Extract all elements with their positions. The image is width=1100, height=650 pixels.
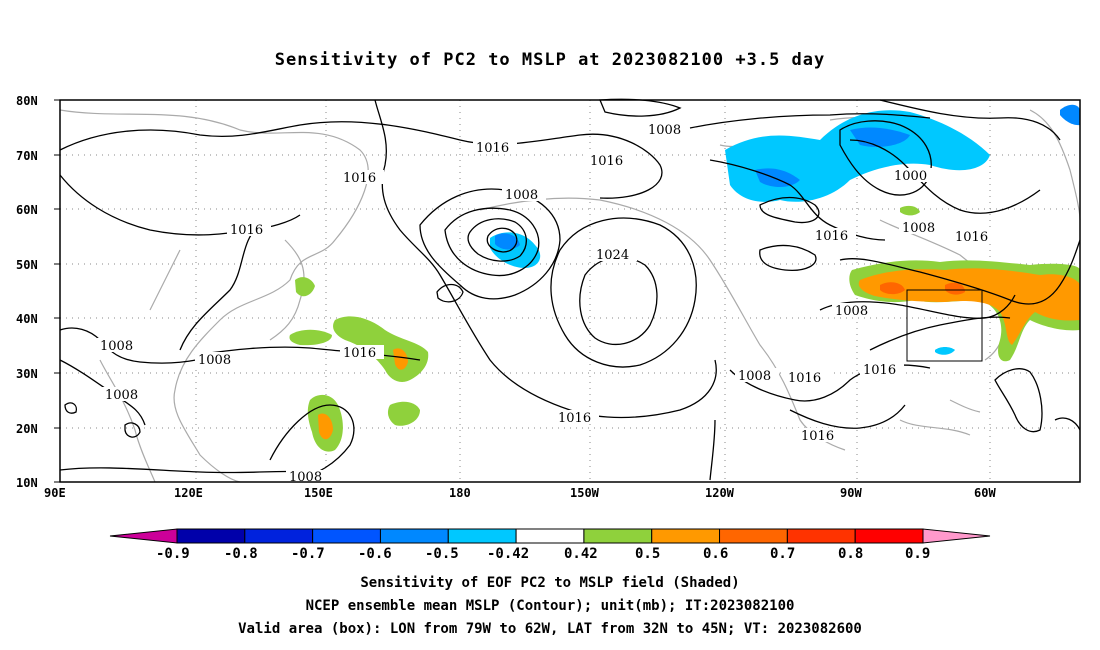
colorbar-segment (312, 528, 381, 544)
valid-area-box (906, 289, 983, 362)
caption-line-2: NCEP ensemble mean MSLP (Contour); unit(… (305, 598, 795, 614)
lat-label: 30N (16, 367, 38, 381)
colorbar-label: -0.5 (425, 546, 459, 562)
lon-label: 120W (705, 486, 735, 500)
lat-label: 80N (16, 94, 38, 108)
axis-ticks (54, 99, 60, 483)
colorbar (109, 528, 991, 544)
lat-label: 60N (16, 203, 38, 217)
contour-label: 1008 (198, 353, 231, 368)
contour-label: 1008 (738, 369, 771, 384)
colorbar-label: 0.6 (703, 546, 728, 562)
lat-label: 70N (16, 149, 38, 163)
colorbar-low-arrow (109, 528, 178, 544)
lon-label: 150W (570, 486, 600, 500)
colorbar-segment (176, 528, 246, 544)
colorbar-segment (854, 528, 924, 544)
contour-label: 1016 (590, 154, 623, 169)
shade-negative-arctic-east (1060, 104, 1080, 126)
lon-label: 90E (44, 486, 66, 500)
caption-line-1: Sensitivity of EOF PC2 to MSLP field (Sh… (360, 575, 740, 591)
colorbar-labels: -0.9 -0.8 -0.7 -0.6 -0.5 -0.42 0.42 0.5 … (156, 546, 930, 562)
shade-positive-pacific-2 (289, 329, 332, 346)
lat-label: 50N (16, 258, 38, 272)
contour-label: 1008 (100, 339, 133, 354)
colorbar-label: 0.42 (564, 546, 598, 562)
colorbar-label: -0.7 (291, 546, 325, 562)
colorbar-label: -0.42 (487, 546, 529, 562)
longitude-labels: 90E 120E 150E 180 150W 120W 90W 60W (44, 486, 996, 500)
contour-label: 1000 (894, 169, 927, 184)
shade-positive-arctic-small (900, 205, 920, 216)
contour-label: 1008 (835, 304, 868, 319)
lon-label: 150E (304, 486, 333, 500)
contour-label: 1016 (815, 229, 848, 244)
colorbar-label: -0.9 (156, 546, 190, 562)
contour-label: 1016 (863, 363, 896, 378)
lon-label: 90W (840, 486, 862, 500)
lon-label: 60W (974, 486, 996, 500)
contour-label: 1008 (105, 388, 138, 403)
latitude-labels: 80N 70N 60N 50N 40N 30N 20N 10N (16, 94, 38, 490)
shade-positive-pacific-3 (295, 277, 315, 297)
shade-positive-pacific-5 (387, 401, 420, 426)
contour-label: 1008 (902, 221, 935, 236)
shade-negative-arctic-core (755, 168, 800, 187)
colorbar-label: 0.9 (905, 546, 930, 562)
colorbar-segment (786, 528, 856, 544)
contour-label: 1016 (955, 230, 988, 245)
contour-label: 1016 (558, 411, 591, 426)
colorbar-segment (244, 528, 314, 544)
contour-labels: 1016 1016 1016 1016 1008 1024 1016 1008 … (97, 122, 996, 485)
caption-line-3: Valid area (box): LON from 79W to 62W, L… (238, 621, 862, 637)
contour-label: 1008 (648, 123, 681, 138)
map-border (59, 99, 1081, 483)
contour-label: 1024 (596, 248, 629, 263)
shade-negative-atlantic (935, 347, 955, 355)
colorbar-segment (583, 528, 653, 544)
colorbar-label: 0.7 (770, 546, 795, 562)
colorbar-segment (379, 528, 449, 544)
lat-label: 40N (16, 312, 38, 326)
colorbar-segment (447, 528, 517, 544)
contour-label: 1008 (505, 188, 538, 203)
colorbar-high-arrow (922, 528, 991, 544)
contour-label: 1016 (476, 141, 509, 156)
shade-negative-pacific-core (495, 233, 520, 250)
lat-label: 20N (16, 422, 38, 436)
lon-label: 120E (174, 486, 203, 500)
shade-positive-us-red (880, 282, 905, 295)
shade-positive-pacific-4-orange (318, 413, 333, 440)
lon-label: 180 (449, 486, 471, 500)
contour-label: 1016 (230, 223, 263, 238)
map-title: Sensitivity of PC2 to MSLP at 2023082100… (274, 50, 826, 70)
colorbar-segment (515, 528, 585, 544)
colorbar-label: -0.8 (224, 546, 258, 562)
colorbar-label: 0.8 (838, 546, 863, 562)
contour-label: 1016 (801, 429, 834, 444)
shade-positive-us-red-2 (945, 282, 965, 295)
colorbar-segment (651, 528, 721, 544)
lat-label: 10N (16, 476, 38, 490)
contour-label: 1016 (343, 346, 376, 361)
colorbar-label: 0.5 (635, 546, 660, 562)
contour-label: 1016 (343, 171, 376, 186)
colorbar-segment (719, 528, 788, 544)
shaded-sensitivity (289, 104, 1080, 452)
shade-positive-pacific-1-orange (393, 348, 408, 370)
contour-label: 1016 (788, 371, 821, 386)
coastlines (59, 109, 1081, 483)
colorbar-label: -0.6 (358, 546, 392, 562)
shade-positive-us-orange (858, 268, 1080, 345)
